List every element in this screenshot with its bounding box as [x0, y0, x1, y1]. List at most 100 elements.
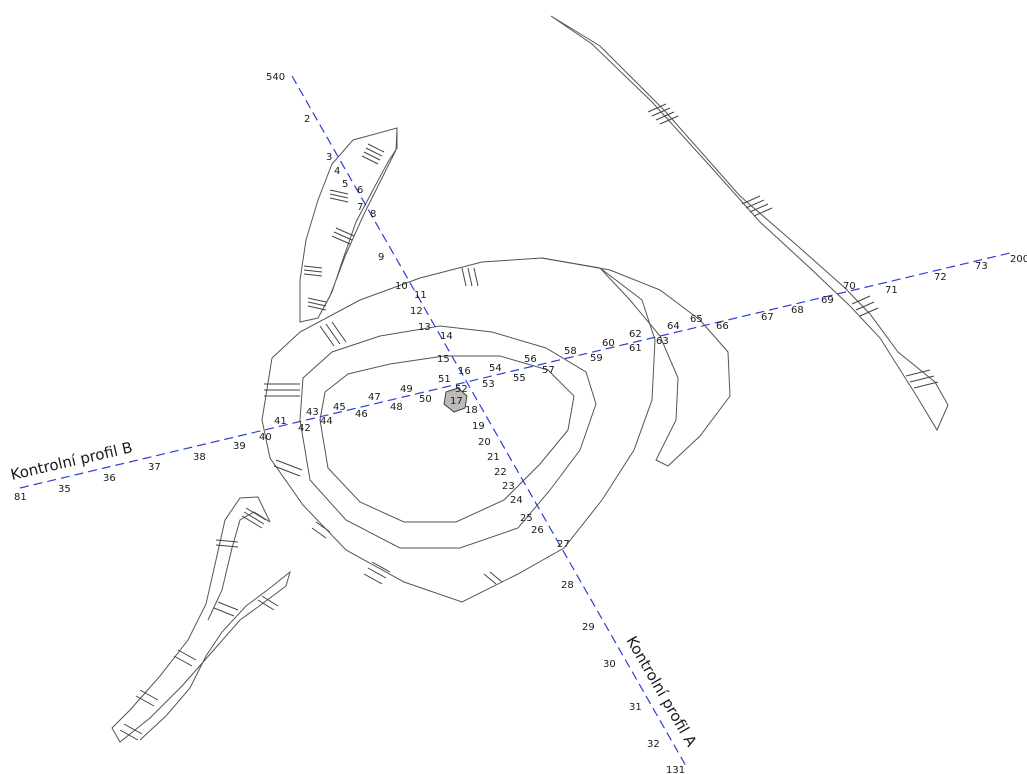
point-label: 15 [437, 354, 450, 365]
point-label: 42 [298, 423, 311, 434]
hatch-ul-5 [307, 297, 327, 311]
profile-a-end-label: 131 [666, 765, 685, 774]
hatch-ul-3 [331, 227, 355, 245]
point-label: 31 [629, 702, 642, 713]
point-label: 72 [934, 272, 947, 283]
point-label: 35 [58, 484, 71, 495]
point-label: 54 [489, 363, 502, 374]
point-label: 62 [629, 329, 642, 340]
point-label: 44 [320, 416, 333, 427]
hatch-ul-4 [303, 265, 323, 277]
point-label: 18 [465, 405, 478, 416]
point-label: 68 [791, 305, 804, 316]
point-label: 28 [561, 580, 574, 591]
point-label: 46 [355, 409, 368, 420]
point-label: 51 [438, 374, 451, 385]
hatch-ring-3 [264, 383, 300, 397]
point-label: 22 [494, 467, 507, 478]
point-label: 67 [761, 312, 774, 323]
profile-b-start-label: 81 [14, 492, 27, 503]
lower-left-channel-inner [207, 511, 271, 621]
hatch-ring-1 [461, 267, 479, 287]
profile-b-points: 35 36 37 38 39 40 41 42 43 44 45 46 47 4… [58, 261, 988, 495]
terrain-outlines [111, 15, 949, 743]
point-label: 66 [716, 321, 729, 332]
hatch-ll-6 [135, 689, 159, 707]
point-label: 69 [821, 295, 834, 306]
point-label: 10 [395, 281, 408, 292]
hatch-ur-3 [851, 295, 879, 317]
point-label: 40 [259, 432, 272, 443]
point-label: 32 [647, 739, 660, 750]
point-label: 61 [629, 343, 642, 354]
upper-right-channel [550, 15, 949, 432]
point-label: 64 [667, 321, 680, 332]
point-label: 56 [524, 354, 537, 365]
point-label: 8 [370, 209, 376, 220]
profile-a-title: Kontrolní profil A [623, 633, 701, 750]
hatch-ur-2 [741, 195, 773, 217]
profile-a-start-label: 540 [266, 72, 285, 83]
point-label: 73 [975, 261, 988, 272]
point-label: 65 [690, 314, 703, 325]
point-label: 11 [414, 290, 427, 301]
point-label: 2 [304, 114, 310, 125]
central-stone [443, 387, 468, 413]
point-label: 59 [590, 353, 603, 364]
point-label: 50 [419, 394, 432, 405]
point-label: 25 [520, 513, 533, 524]
point-label: 13 [418, 322, 431, 333]
hatch-ur-4 [905, 369, 939, 389]
point-label: 29 [582, 622, 595, 633]
outer-ring [261, 257, 656, 603]
hatch-ur-1 [647, 103, 679, 125]
point-label: 45 [333, 402, 346, 413]
profile-a-line [291, 75, 687, 767]
hatch-ring-7 [483, 571, 503, 585]
hatch-ul-1 [361, 143, 385, 165]
point-label: 63 [656, 336, 669, 347]
point-label: 70 [843, 281, 856, 292]
point-label: 53 [482, 379, 495, 390]
point-label: 6 [357, 185, 363, 196]
point-label: 49 [400, 384, 413, 395]
point-label: 20 [478, 437, 491, 448]
right-crescent [541, 257, 731, 467]
inner-ring [299, 325, 597, 549]
point-label: 9 [378, 252, 384, 263]
profile-b-line [19, 251, 1015, 489]
point-label: 23 [502, 481, 515, 492]
point-label: 71 [885, 285, 898, 296]
point-label: 14 [440, 331, 453, 342]
point-label: 19 [472, 421, 485, 432]
point-label: 41 [274, 416, 287, 427]
point-label: 60 [602, 338, 615, 349]
hatch-ul-2 [329, 189, 349, 203]
hatch-ll-1 [241, 507, 267, 529]
point-label: 47 [368, 392, 381, 403]
point-label: 52 [455, 384, 468, 395]
point-label: 3 [326, 152, 332, 163]
lower-left-channel [111, 496, 291, 743]
point-label: 21 [487, 452, 500, 463]
inner-basin [319, 355, 575, 523]
point-label: 16 [458, 366, 471, 377]
point-label: 4 [334, 166, 340, 177]
upper-left-bar [299, 127, 398, 323]
point-label: 39 [233, 441, 246, 452]
hatch-ll-4 [257, 595, 279, 611]
point-label: 12 [410, 306, 423, 317]
point-label: 37 [148, 462, 161, 473]
point-label: 38 [193, 452, 206, 463]
hatching [119, 103, 939, 741]
point-label: 55 [513, 373, 526, 384]
hatch-ll-7 [119, 723, 143, 741]
point-label: 5 [342, 179, 348, 190]
hatch-ring-4 [273, 459, 303, 477]
point-label: 26 [531, 525, 544, 536]
point-label: 24 [510, 495, 523, 506]
profile-a-points: 2 3 4 5 6 7 8 9 10 11 12 13 14 15 16 17 … [304, 114, 660, 750]
hatch-ring-2 [319, 321, 347, 347]
point-label: 58 [564, 346, 577, 357]
